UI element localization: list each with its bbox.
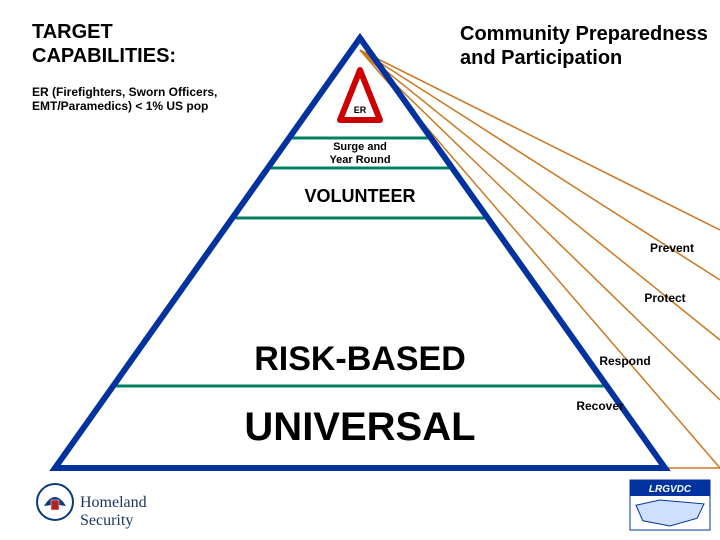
label-risk-based: RISK-BASED xyxy=(254,340,466,378)
subcaption-left: ER (Firefighters, Sworn Officers,EMT/Par… xyxy=(32,85,217,113)
dhs-shield-icon xyxy=(51,500,59,510)
ray-label-recover: Recover xyxy=(576,399,624,413)
title-right-line1: Community Preparedness xyxy=(460,23,708,45)
title-right-line2: and Participation xyxy=(460,47,622,69)
lrgvdc-logo: LRGVDC xyxy=(630,480,710,530)
title-right: Community Preparednessand Participation xyxy=(460,22,708,70)
ray-label-protect: Protect xyxy=(644,291,685,305)
lrgvdc-label: LRGVDC xyxy=(649,484,692,495)
label-surge-line1: Surge and xyxy=(333,141,387,153)
title-left-line2: CAPABILITIES: xyxy=(32,45,176,67)
subcaption-line1: ER (Firefighters, Sworn Officers, xyxy=(32,85,217,99)
title-left: TARGETCAPABILITIES: xyxy=(32,20,176,68)
dhs-text: HomelandSecurity xyxy=(80,494,147,530)
dhs-text-line1: Homeland xyxy=(80,494,147,511)
red-triangle-label: ER xyxy=(354,105,367,115)
dhs-logo xyxy=(37,484,73,520)
dhs-text-line2: Security xyxy=(80,512,133,529)
subcaption-line2: EMT/Paramedics) < 1% US pop xyxy=(32,99,208,113)
label-surge-line2: Year Round xyxy=(329,154,390,166)
ray-label-respond: Respond xyxy=(599,354,650,368)
label-universal: UNIVERSAL xyxy=(244,405,475,449)
label-volunteer: VOLUNTEER xyxy=(304,186,415,206)
ray-label-prevent: Prevent xyxy=(650,241,694,255)
title-left-line1: TARGET xyxy=(32,21,113,43)
